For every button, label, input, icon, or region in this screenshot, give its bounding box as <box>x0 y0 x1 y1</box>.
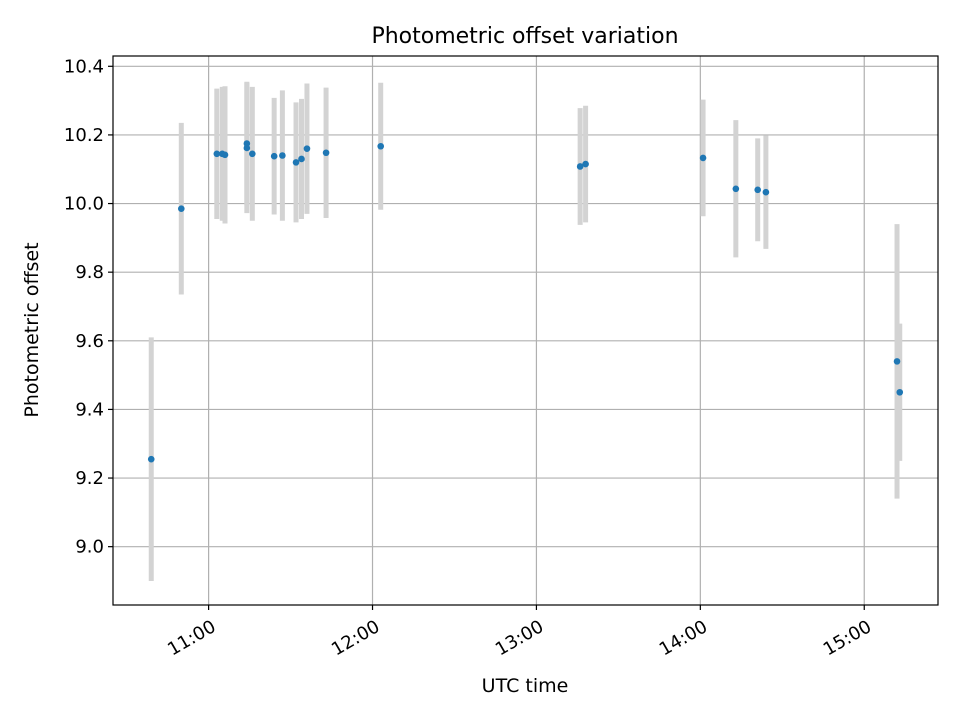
data-point <box>292 159 300 166</box>
y-tick-label: 9.0 <box>75 537 104 558</box>
data-point <box>322 149 330 157</box>
x-axis-label: UTC time <box>482 675 569 697</box>
data-point <box>303 145 311 152</box>
data-point <box>298 155 305 163</box>
data-point <box>732 185 740 193</box>
data-point <box>279 152 286 159</box>
data-point <box>377 142 385 150</box>
data-point <box>147 455 155 463</box>
data-point <box>243 144 251 152</box>
data-point <box>582 160 589 168</box>
data-points <box>147 140 904 463</box>
chart-title: Photometric offset variation <box>371 24 678 49</box>
data-point <box>177 205 185 212</box>
y-tick-label: 10.4 <box>64 56 104 77</box>
data-point <box>896 388 904 396</box>
y-tick-label: 10.2 <box>64 125 104 146</box>
y-tick-label: 9.8 <box>75 262 104 283</box>
x-tick-label: 11:00 <box>164 616 219 660</box>
data-point <box>754 186 762 194</box>
x-tick-label: 15:00 <box>820 616 875 660</box>
data-point <box>213 150 221 158</box>
x-tick-label: 14:00 <box>656 616 711 660</box>
data-point <box>270 152 278 160</box>
y-tick-label: 9.6 <box>75 331 104 352</box>
data-point <box>893 358 901 365</box>
data-point <box>576 163 584 170</box>
data-point <box>249 150 256 158</box>
axis-ticks: 11:00 12:00 13:00 14:00 15:00 9.0 9.2 9.4 9.6 9.8… <box>64 56 875 660</box>
y-tick-label: 10.0 <box>64 194 104 215</box>
y-tick-label: 9.2 <box>75 468 104 489</box>
x-tick-label: 13:00 <box>492 616 547 660</box>
data-point <box>699 154 707 162</box>
plot-frame <box>112 55 939 606</box>
data-point <box>221 151 229 159</box>
grid-lines <box>113 56 938 605</box>
data-point <box>762 188 770 196</box>
y-tick-label: 9.4 <box>75 399 104 420</box>
error-bars <box>148 81 903 581</box>
y-axis-label: Photometric offset <box>21 242 43 417</box>
x-tick-label: 12:00 <box>328 616 383 660</box>
